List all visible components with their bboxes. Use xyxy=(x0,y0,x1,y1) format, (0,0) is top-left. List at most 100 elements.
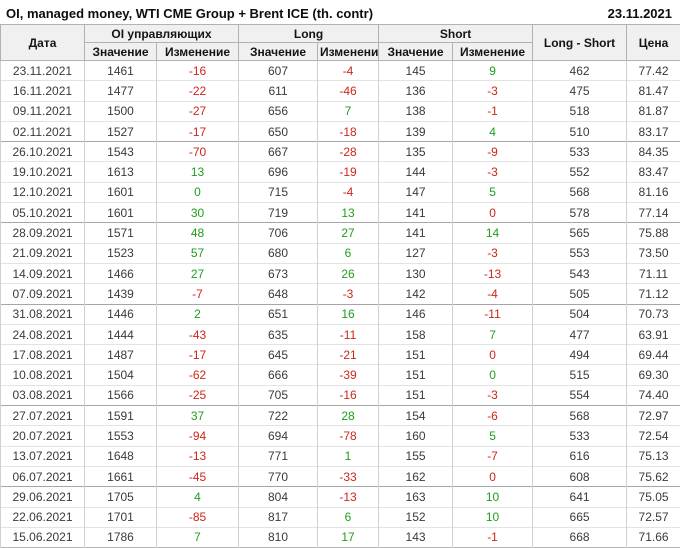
short-value-cell: 151 xyxy=(378,344,454,365)
long-short-cell: 505 xyxy=(532,283,628,305)
short-value-cell: 139 xyxy=(378,120,454,142)
long-short-cell: 552 xyxy=(532,161,628,183)
long-change-cell: 27 xyxy=(317,222,380,244)
long-value-cell: 656 xyxy=(238,100,319,122)
short-value-cell: 127 xyxy=(378,242,454,264)
long-change-cell: -21 xyxy=(317,344,380,365)
date-cell: 03.08.2021 xyxy=(0,384,85,406)
oi-change-cell: -27 xyxy=(155,100,240,122)
oi-change-cell: -17 xyxy=(155,344,240,365)
col-header-long-change: Изменение xyxy=(317,42,380,61)
col-header-short-value: Значение xyxy=(378,42,454,61)
date-cell: 20.07.2021 xyxy=(0,425,85,447)
long-change-cell: 6 xyxy=(317,242,380,264)
long-short-cell: 568 xyxy=(532,181,628,203)
oi-value-cell: 1527 xyxy=(84,120,157,142)
long-change-cell: -11 xyxy=(317,323,380,345)
oi-change-cell: -70 xyxy=(155,141,240,162)
long-change-cell: 7 xyxy=(317,100,380,122)
short-change-cell: 0 xyxy=(452,364,534,386)
oi-change-cell: 0 xyxy=(155,181,240,203)
long-value-cell: 680 xyxy=(238,242,319,264)
long-short-cell: 616 xyxy=(532,445,628,467)
oi-value-cell: 1591 xyxy=(84,405,157,426)
col-header-oi-change: Изменение xyxy=(155,42,240,61)
short-change-cell: 0 xyxy=(452,344,534,365)
date-cell: 09.11.2021 xyxy=(0,100,85,122)
oi-change-cell: -16 xyxy=(155,59,240,81)
long-change-cell: 16 xyxy=(317,303,380,325)
oi-change-cell: 7 xyxy=(155,526,240,548)
long-value-cell: 667 xyxy=(238,141,319,162)
short-change-cell: -3 xyxy=(452,161,534,183)
date-cell: 02.11.2021 xyxy=(0,120,85,142)
report-date: 23.11.2021 xyxy=(607,5,672,21)
date-cell: 22.06.2021 xyxy=(0,506,85,528)
short-change-cell: -13 xyxy=(452,262,534,284)
short-change-cell: 9 xyxy=(452,59,534,81)
long-value-cell: 719 xyxy=(238,202,319,223)
price-cell: 71.66 xyxy=(626,526,680,548)
long-short-cell: 494 xyxy=(532,344,628,365)
price-cell: 71.11 xyxy=(626,262,680,284)
short-value-cell: 144 xyxy=(378,161,454,183)
long-short-cell: 543 xyxy=(532,262,628,284)
oi-value-cell: 1613 xyxy=(84,161,157,183)
table-row: 24.08.2021 1444 -43 635 -11 158 7 477 63… xyxy=(0,323,680,345)
short-change-cell: -6 xyxy=(452,405,534,426)
long-value-cell: 650 xyxy=(238,120,319,142)
oi-change-cell: -25 xyxy=(155,384,240,406)
long-short-cell: 641 xyxy=(532,486,628,508)
oi-value-cell: 1705 xyxy=(84,486,157,508)
short-change-cell: 10 xyxy=(452,486,534,508)
oi-change-cell: -13 xyxy=(155,445,240,467)
table-row: 26.10.2021 1543 -70 667 -28 135 -9 533 8… xyxy=(0,141,680,162)
table-header: Дата OI управляющих Long Short Long - Sh… xyxy=(0,24,680,61)
long-value-cell: 694 xyxy=(238,425,319,447)
price-cell: 70.73 xyxy=(626,303,680,325)
date-cell: 28.09.2021 xyxy=(0,222,85,244)
price-cell: 69.44 xyxy=(626,344,680,365)
long-value-cell: 648 xyxy=(238,283,319,305)
oi-value-cell: 1661 xyxy=(84,465,157,487)
long-short-cell: 578 xyxy=(532,202,628,223)
price-cell: 81.87 xyxy=(626,100,680,122)
long-short-cell: 515 xyxy=(532,364,628,386)
long-change-cell: -39 xyxy=(317,364,380,386)
price-cell: 83.47 xyxy=(626,161,680,183)
date-cell: 27.07.2021 xyxy=(0,405,85,426)
long-value-cell: 715 xyxy=(238,181,319,203)
short-change-cell: -9 xyxy=(452,141,534,162)
short-change-cell: 0 xyxy=(452,465,534,487)
short-value-cell: 141 xyxy=(378,222,454,244)
oi-change-cell: 30 xyxy=(155,202,240,223)
date-cell: 10.08.2021 xyxy=(0,364,85,386)
oi-change-cell: -22 xyxy=(155,80,240,102)
long-change-cell: -33 xyxy=(317,465,380,487)
price-cell: 72.54 xyxy=(626,425,680,447)
long-short-cell: 510 xyxy=(532,120,628,142)
table-row: 12.10.2021 1601 0 715 -4 147 5 568 81.16 xyxy=(0,181,680,203)
short-change-cell: 7 xyxy=(452,323,534,345)
date-cell: 06.07.2021 xyxy=(0,465,85,487)
long-short-cell: 533 xyxy=(532,425,628,447)
oi-change-cell: -45 xyxy=(155,465,240,487)
long-change-cell: -46 xyxy=(317,80,380,102)
price-cell: 63.91 xyxy=(626,323,680,345)
short-change-cell: -1 xyxy=(452,100,534,122)
table-row: 20.07.2021 1553 -94 694 -78 160 5 533 72… xyxy=(0,425,680,447)
date-cell: 12.10.2021 xyxy=(0,181,85,203)
date-cell: 15.06.2021 xyxy=(0,526,85,548)
table-body: 23.11.2021 1461 -16 607 -4 145 9 462 77.… xyxy=(0,59,680,548)
oi-change-cell: 4 xyxy=(155,486,240,508)
price-cell: 75.13 xyxy=(626,445,680,467)
table-row: 07.09.2021 1439 -7 648 -3 142 -4 505 71.… xyxy=(0,283,680,305)
date-cell: 23.11.2021 xyxy=(0,59,85,81)
oi-value-cell: 1553 xyxy=(84,425,157,447)
long-short-cell: 477 xyxy=(532,323,628,345)
short-change-cell: 0 xyxy=(452,202,534,223)
short-value-cell: 155 xyxy=(378,445,454,467)
oi-value-cell: 1523 xyxy=(84,242,157,264)
price-cell: 72.57 xyxy=(626,506,680,528)
oi-value-cell: 1701 xyxy=(84,506,157,528)
